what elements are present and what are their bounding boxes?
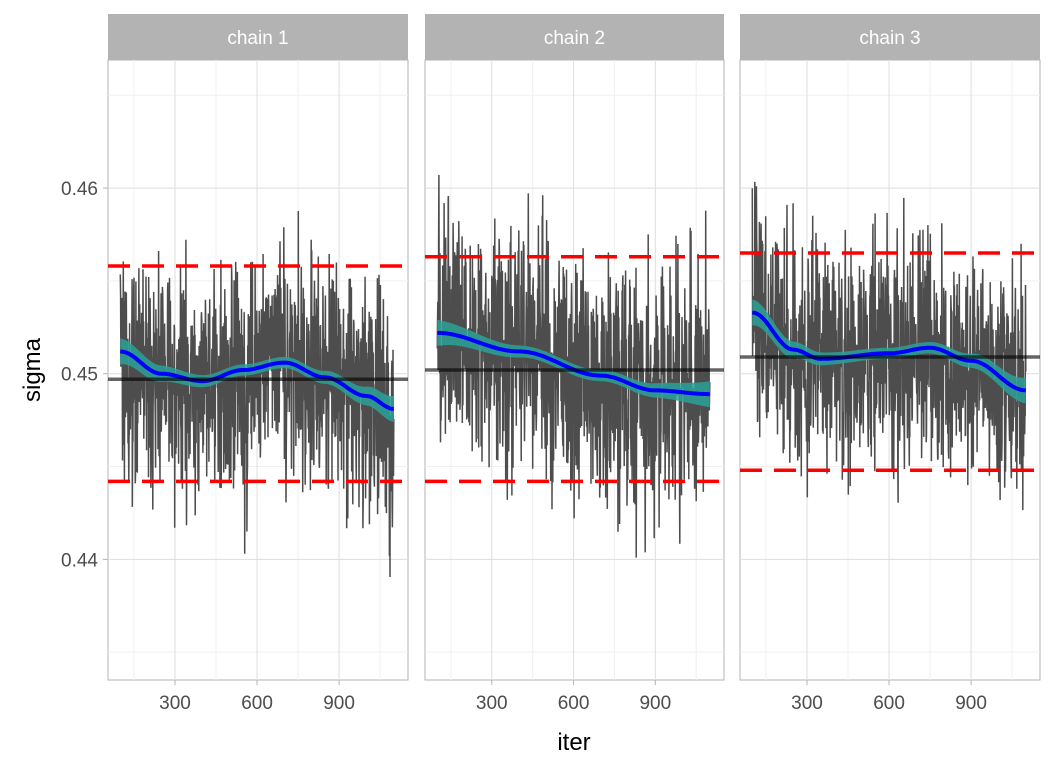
strip-title: chain 1 (227, 28, 288, 49)
y-tick-label: 0.45 (61, 365, 98, 386)
x-tick-label: 300 (791, 693, 823, 714)
y-tick-label: 0.44 (61, 550, 98, 571)
strip-header (425, 14, 724, 60)
x-tick-label: 300 (159, 693, 191, 714)
panel-chain-3: chain 3 300 600 900 (739, 14, 1041, 714)
smooth-line (752, 310, 1026, 393)
panel-chain-2: chain 2 300 600 900 (424, 14, 725, 714)
strip-header (108, 14, 408, 60)
smooth-line (120, 349, 395, 411)
x-tick-label: 900 (639, 693, 671, 714)
strip-title: chain 2 (544, 28, 605, 49)
x-tick-label: 600 (558, 693, 590, 714)
confidence-band (437, 319, 710, 408)
x-axis-label: iter (557, 729, 590, 756)
y-tick-label: 0.46 (61, 179, 98, 200)
panel-chain-1: chain 1 300 600 900 (107, 14, 409, 714)
strip-title: chain 3 (859, 28, 920, 49)
y-axis-label: sigma (19, 337, 46, 402)
x-tick-label: 600 (873, 693, 905, 714)
trace-line (436, 174, 711, 558)
x-tick-label: 900 (323, 693, 355, 714)
x-tick-label: 900 (955, 693, 987, 714)
strip-header (740, 14, 1040, 60)
x-tick-label: 300 (476, 693, 508, 714)
x-tick-label: 600 (241, 693, 273, 714)
trace-line (119, 210, 395, 578)
